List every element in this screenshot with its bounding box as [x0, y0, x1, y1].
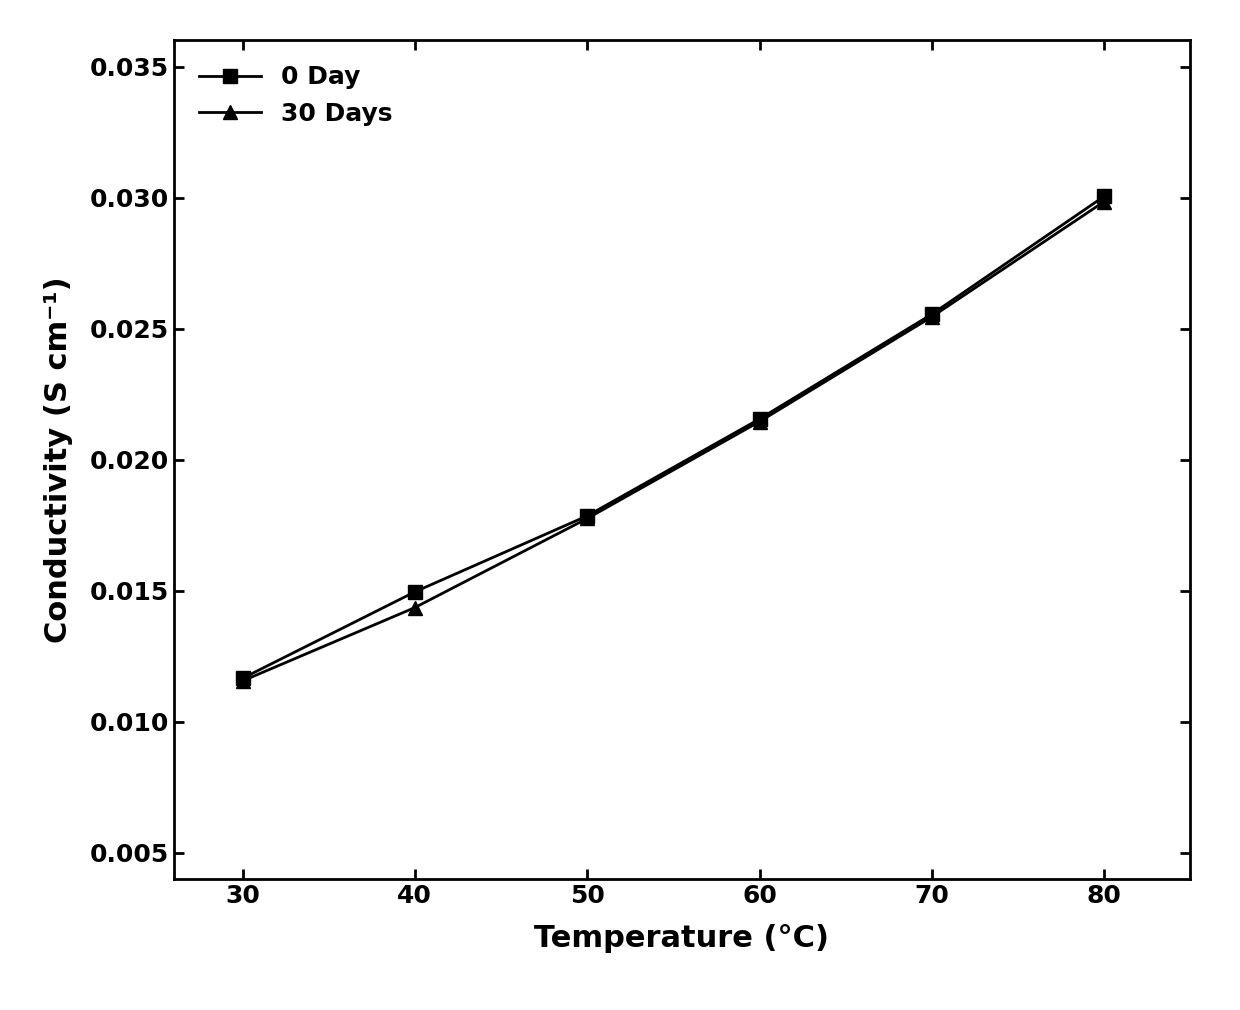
- 0 Day: [236, 673, 250, 685]
- 30 Days: [753, 415, 768, 427]
- 30 Days: [1097, 196, 1112, 208]
- 0 Day: [580, 510, 595, 522]
- 30 Days: [408, 602, 423, 614]
- 30 Days: [925, 311, 940, 323]
- X-axis label: Temperature (°C): Temperature (°C): [534, 924, 830, 953]
- 30 Days: [580, 512, 595, 524]
- 0 Day: [925, 308, 940, 320]
- 0 Day: [408, 586, 423, 598]
- Line: 30 Days: 30 Days: [236, 195, 1111, 688]
- Line: 0 Day: 0 Day: [236, 189, 1111, 685]
- 0 Day: [1097, 190, 1112, 202]
- Legend: 0 Day, 30 Days: 0 Day, 30 Days: [186, 53, 405, 138]
- 0 Day: [753, 413, 768, 425]
- Y-axis label: Conductivity (S cm⁻¹): Conductivity (S cm⁻¹): [43, 277, 73, 642]
- 30 Days: [236, 675, 250, 687]
